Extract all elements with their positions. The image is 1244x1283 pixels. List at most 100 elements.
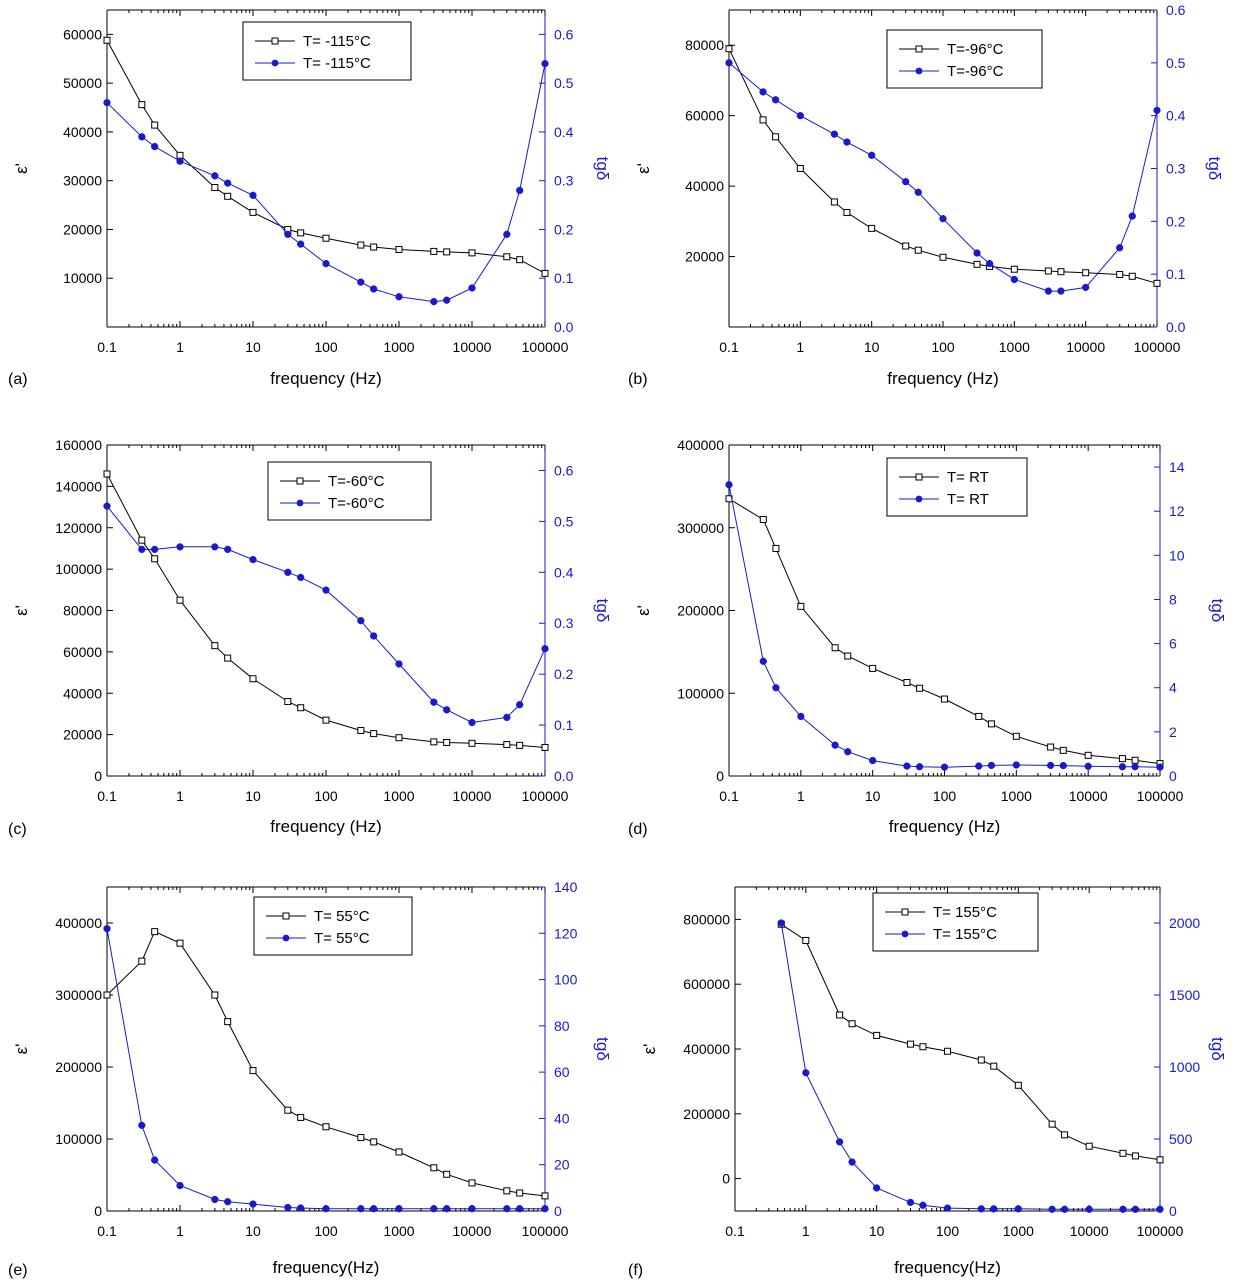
series-line-right xyxy=(106,505,546,724)
x-tick-label: 100 xyxy=(314,788,338,804)
y-tick-label-right: 0.4 xyxy=(554,124,574,140)
data-point-circle xyxy=(1153,106,1161,115)
data-point-square xyxy=(941,695,948,703)
data-point-circle xyxy=(835,1138,844,1146)
data-point-circle xyxy=(297,573,305,582)
data-point-circle xyxy=(395,660,403,668)
panel-label: (f) xyxy=(628,1262,643,1279)
data-point-square xyxy=(802,936,810,944)
y-tick-label-right: 0.5 xyxy=(554,75,574,91)
data-point-circle xyxy=(516,701,524,709)
data-point-square xyxy=(430,247,438,255)
data-point-circle xyxy=(284,230,292,238)
data-point-circle xyxy=(103,502,111,510)
data-point-circle xyxy=(138,545,146,554)
y-tick-label-left: 20000 xyxy=(63,727,102,743)
data-point-circle xyxy=(468,718,476,727)
data-point-circle xyxy=(430,297,438,306)
legend-box xyxy=(872,892,1039,952)
data-point-circle xyxy=(176,543,184,551)
y-tick-label-left: 40000 xyxy=(63,685,102,701)
x-tick-label: 10000 xyxy=(1070,1223,1109,1239)
series-line-left xyxy=(728,498,1161,765)
data-point-square xyxy=(468,739,476,747)
data-point-circle xyxy=(973,249,981,257)
x-tick-label: 10 xyxy=(869,1223,885,1239)
data-point-square xyxy=(873,1031,881,1039)
y-axis-left-title: ε' xyxy=(12,605,31,616)
data-point-circle xyxy=(322,1205,330,1213)
y-tick-label-right: 0.1 xyxy=(1166,266,1186,282)
y-axis-left-title: ε' xyxy=(12,1044,31,1055)
data-point-circle xyxy=(430,698,438,706)
legend-swatch-circle xyxy=(901,930,909,938)
data-point-circle xyxy=(224,179,232,187)
x-tick-label: 100000 xyxy=(1137,788,1184,804)
data-point-square xyxy=(759,515,767,523)
y-tick-label-left: 0 xyxy=(94,1203,102,1219)
y-tick-label-left: 40000 xyxy=(685,178,724,194)
x-tick-label: 1 xyxy=(176,339,184,355)
y-axis-right-title: tgδ xyxy=(593,1037,612,1061)
data-point-circle xyxy=(297,240,305,248)
legend-swatch-circle xyxy=(271,59,279,67)
data-point-square xyxy=(987,720,995,728)
legend: T=-96°C T=-96°C xyxy=(886,29,1043,89)
x-axis-title: frequency (Hz) xyxy=(270,369,381,388)
x-tick-label: 100 xyxy=(314,1223,338,1239)
x-tick-label: 1 xyxy=(176,788,184,804)
y-tick-label-right: 40 xyxy=(554,1110,570,1126)
data-point-square xyxy=(151,555,159,563)
data-point-square xyxy=(1010,265,1018,273)
data-point-circle xyxy=(357,617,365,625)
data-point-circle xyxy=(759,657,767,665)
chart-panel-a: 0.1 1 10 100 1000 10000 100000 10000 20000 30000 4… xyxy=(8,9,612,388)
data-point-circle xyxy=(284,1203,292,1212)
y-tick-label-right: 0.2 xyxy=(554,666,574,682)
data-point-circle xyxy=(1116,244,1124,252)
data-point-square xyxy=(541,1192,549,1200)
x-axis-title: frequency (Hz) xyxy=(889,817,1000,836)
data-point-circle xyxy=(903,762,911,770)
legend-label: T= -115°C xyxy=(303,55,371,72)
x-tick-label: 10000 xyxy=(453,1223,492,1239)
legend-swatch-circle xyxy=(296,499,304,507)
data-point-circle xyxy=(468,284,476,292)
data-point-circle xyxy=(297,1204,305,1212)
data-point-square xyxy=(1118,755,1126,763)
x-tick-label: 100 xyxy=(933,788,957,804)
x-tick-label: 10000 xyxy=(1066,339,1105,355)
data-point-circle xyxy=(1012,761,1020,769)
data-point-circle xyxy=(777,919,785,927)
data-point-square xyxy=(176,151,184,159)
legend-label: T= 55°C xyxy=(314,908,370,925)
data-point-square xyxy=(990,1062,998,1070)
data-point-circle xyxy=(1156,1205,1164,1213)
data-point-circle xyxy=(902,178,910,186)
data-point-circle xyxy=(249,191,257,199)
x-tick-label: 1 xyxy=(797,788,805,804)
data-point-square xyxy=(224,1018,232,1026)
y-tick-label-right: 0.2 xyxy=(554,221,574,237)
data-point-square xyxy=(430,738,438,746)
data-point-square xyxy=(322,1123,330,1131)
series-line-right xyxy=(728,484,1161,768)
data-point-circle xyxy=(395,1205,403,1213)
data-point-circle xyxy=(1118,763,1127,771)
data-point-circle xyxy=(977,1205,985,1213)
y-tick-label-left: 140000 xyxy=(55,478,102,494)
data-point-square xyxy=(443,738,451,746)
data-point-circle xyxy=(370,632,378,640)
data-point-square xyxy=(103,991,111,999)
y-axis-left-title: ε' xyxy=(634,163,653,174)
data-point-circle xyxy=(1048,1205,1056,1213)
data-point-square xyxy=(297,229,305,237)
legend: T= 155°C T= 155°C xyxy=(872,892,1039,952)
data-point-circle xyxy=(1044,287,1053,295)
data-point-circle xyxy=(443,706,451,714)
y-tick-label-right: 0.0 xyxy=(554,319,574,335)
y-tick-label-left: 80000 xyxy=(685,37,724,53)
x-tick-label: 10 xyxy=(864,339,880,355)
data-point-square xyxy=(395,1148,403,1156)
data-point-square xyxy=(103,470,111,478)
